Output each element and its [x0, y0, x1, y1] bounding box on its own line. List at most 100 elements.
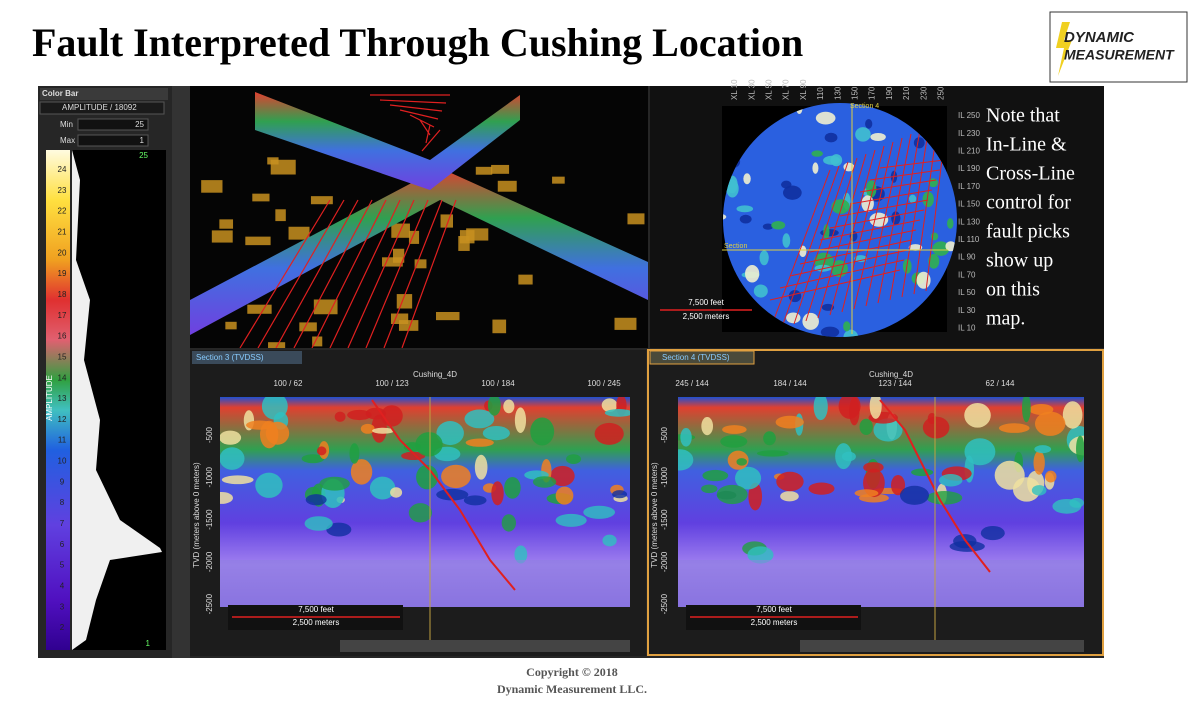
seismic-event [911, 468, 934, 477]
seismic-event [504, 476, 521, 499]
section-top-tick: 123 / 144 [878, 379, 912, 388]
seismic-event [390, 487, 403, 498]
map-top-tick: 210 [902, 86, 911, 100]
attribute-select[interactable] [39, 101, 165, 115]
max-field[interactable] [77, 134, 149, 147]
seismic-event [514, 407, 527, 434]
colorbar-tick: 11 [58, 436, 67, 445]
section-top-tick: 100 / 245 [587, 379, 621, 388]
map-anomaly [812, 162, 819, 174]
section-top-tick: 100 / 123 [375, 379, 409, 388]
section-lower-band [220, 560, 630, 607]
map-anomaly [762, 223, 774, 230]
min-value: 25 [135, 120, 144, 129]
colorbar-tick: 18 [58, 290, 67, 299]
depth-axis-label: TVD (meters above 0 meters) [192, 462, 201, 568]
seismic-event [873, 418, 903, 442]
section4-scrollbar[interactable] [800, 640, 1084, 652]
colorbar-tick: 24 [58, 165, 67, 174]
map-note: show up [986, 250, 1053, 272]
min-field[interactable] [77, 118, 149, 131]
horizon-patch [245, 236, 271, 246]
seismic-event [869, 397, 882, 419]
horizon-patch [299, 322, 317, 332]
seismic-event [701, 484, 718, 494]
map-right-tick: IL 30 [958, 306, 976, 315]
section3-tab[interactable] [192, 351, 302, 364]
seismic-event [436, 488, 469, 501]
3d-scene [190, 92, 648, 348]
section3-scrollbar[interactable] [340, 640, 630, 652]
fault-wire [347, 199, 415, 348]
map-right-tick: IL 130 [958, 217, 980, 226]
map-anomaly [736, 205, 754, 213]
map-top-tick: 190 [885, 86, 894, 100]
horizon-patch [392, 248, 405, 263]
seismic-event [680, 428, 692, 447]
fault-polygon [849, 189, 933, 205]
seismic-event [372, 427, 395, 434]
seismic-event [922, 416, 950, 439]
map-top-tick: XL 90 [799, 79, 808, 100]
colorbar-tick: 6 [60, 540, 65, 549]
section4-tab[interactable] [649, 350, 755, 365]
map-anomaly [947, 218, 954, 229]
seismic-event [491, 481, 504, 506]
depth-tick: -500 [205, 426, 214, 443]
section-top-tick: 184 / 144 [773, 379, 807, 388]
seismic-event [938, 474, 963, 487]
map-anomaly [820, 326, 840, 337]
fault-wire [275, 199, 359, 348]
map-right-tick: IL 250 [958, 111, 980, 120]
map-top-tick: 150 [851, 86, 860, 100]
horizon-patch [497, 180, 517, 192]
seismic-event [316, 446, 327, 456]
seismic-event [716, 484, 748, 505]
fault-polygon [789, 249, 909, 277]
section-wall [190, 168, 648, 335]
fault-polygon [779, 259, 905, 289]
seismic-event [612, 490, 628, 499]
max-label: Max [60, 136, 75, 145]
depth-tick: -1500 [205, 509, 214, 530]
scale-meters: 2,500 meters [293, 618, 340, 627]
map-note: Cross-Line [986, 163, 1075, 185]
horizon-patch [267, 157, 279, 165]
map-anomaly [854, 255, 868, 263]
seismic-event [835, 443, 852, 470]
map-top-tick: 170 [868, 86, 877, 100]
seismic-event [474, 454, 488, 480]
map-anomaly [811, 150, 823, 157]
seismic-event [550, 465, 575, 487]
map-top-tick: 130 [833, 86, 842, 100]
colorbar-tick: 22 [58, 207, 67, 216]
colorbar-tick: 12 [58, 415, 67, 424]
map-anomaly [909, 194, 917, 204]
colorbar-axis-label: AMPLITUDE [45, 375, 54, 421]
map-anomaly [928, 253, 940, 269]
map-anomaly [922, 191, 934, 208]
fault-polygon [841, 145, 885, 313]
seismic-event [349, 443, 360, 464]
seismic-event [1034, 411, 1066, 436]
seismic-event [813, 397, 828, 421]
section-content [678, 397, 1084, 607]
colorbar-tick: 17 [58, 311, 67, 320]
section-wall [255, 92, 520, 190]
map-top-tick: XL 30 [747, 79, 756, 100]
seismic-event [347, 409, 372, 421]
map-anomaly [814, 252, 834, 270]
seismic-event [301, 454, 325, 464]
fault-wire [239, 199, 331, 348]
map-anomaly [855, 127, 871, 142]
horizon-patch [247, 304, 272, 314]
map-right-tick: IL 230 [958, 129, 980, 138]
scale-meters: 2,500 meters [751, 618, 798, 627]
seismic-event [555, 513, 587, 527]
fault-polygon [853, 141, 894, 310]
seismic-event [220, 447, 245, 470]
fault-polygon [819, 219, 921, 241]
map-anomaly [815, 111, 836, 125]
min-label: Min [60, 120, 73, 129]
